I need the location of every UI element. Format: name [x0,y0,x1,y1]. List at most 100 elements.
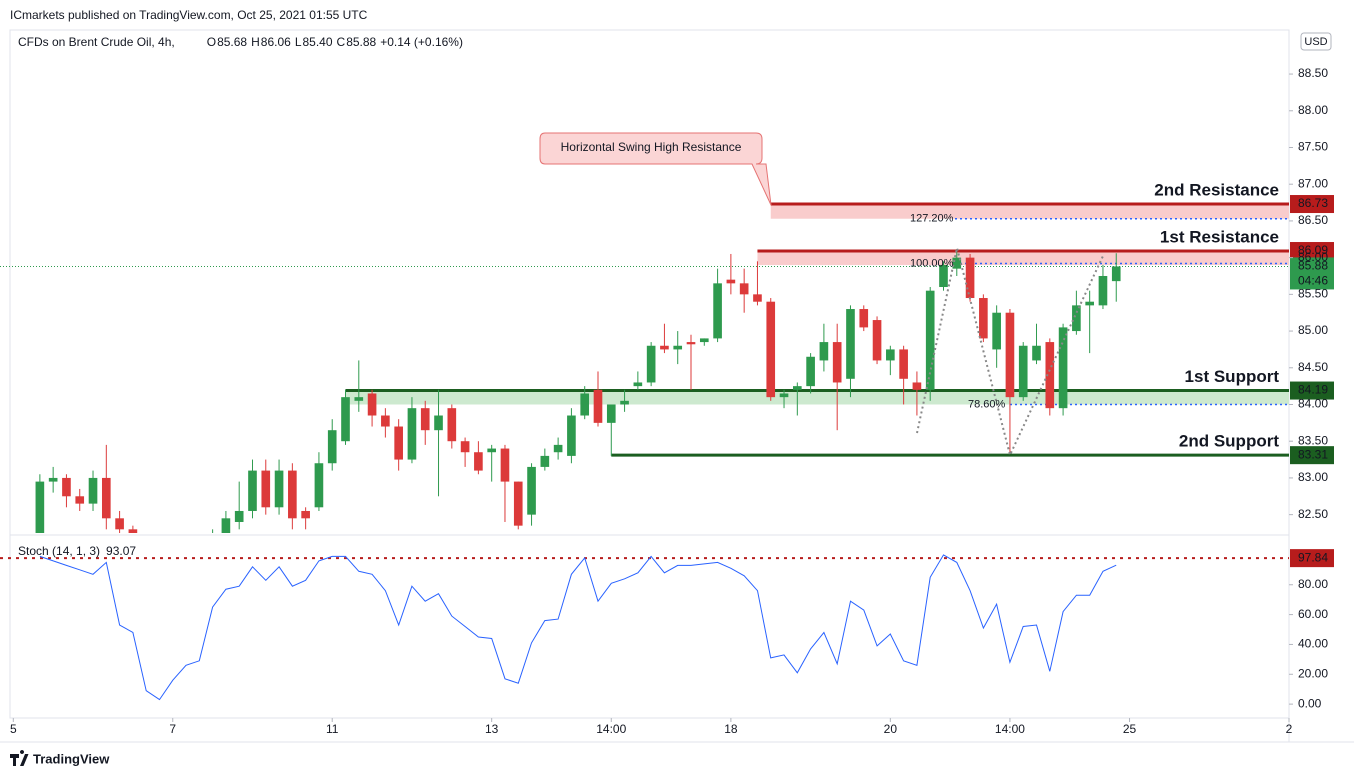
callout-text: Horizontal Swing High Resistance [561,140,742,154]
candle-body [341,397,350,442]
footer-brand: TradingView [33,751,110,766]
currency-badge [1300,32,1332,51]
level-name: 1st Resistance [1160,228,1279,247]
y-tick-label: 86.50 [1298,213,1328,227]
x-tick-label: 7 [169,722,176,736]
legend-title: CFDs on Brent Crude Oil, 4h, [18,35,175,49]
countdown: 04:46 [1298,274,1328,288]
candle-body [1098,275,1108,306]
stoch-line [39,554,1117,701]
candle-body [274,470,284,508]
candle-body [234,510,244,522]
candle-body [606,404,616,423]
candle-body [620,400,629,405]
candle-body [1032,345,1041,361]
candle-body [806,356,815,387]
candle-body [301,510,310,519]
candle-body [367,393,377,416]
candle-body [115,518,124,530]
level-name: 2nd Resistance [1154,181,1279,200]
candle-body [527,466,536,515]
candle-body [992,312,1001,350]
candle-body [513,481,523,526]
candle-body [832,342,842,383]
x-tick-label: 5 [10,722,17,736]
y-tick-label: 87.00 [1298,176,1328,190]
candle-body [567,415,576,456]
level-zone [345,390,1289,405]
candle-body [434,415,443,431]
callout-box [539,132,772,206]
candle-body [739,283,749,295]
level-zone [770,204,1289,219]
candle-body [660,345,669,350]
legend-change: +0.14 (+0.16%) [380,35,463,49]
x-tick-label: 2 [1286,722,1293,736]
y-tick-label: 85.50 [1298,287,1328,301]
candle-body [713,283,722,339]
fib-label: 78.60% [968,398,1006,410]
candle-body [819,342,829,361]
legend-key: L [295,35,302,49]
stoch-tick-label: 80.00 [1298,577,1328,591]
published-line: ICmarkets published on TradingView.com, … [10,8,368,22]
candle-body [500,448,510,482]
candle-body [793,386,802,390]
stoch-value: 93.07 [106,544,136,558]
y-tick-label: 85.00 [1298,323,1328,337]
candle-body [1058,327,1068,409]
stoch-tick-label: 20.00 [1298,666,1328,680]
candle-body [394,426,403,460]
candle-body [553,444,563,453]
candle-body [420,408,430,431]
candle-body [939,264,948,288]
x-tick-label: 13 [485,722,499,736]
candle-body [872,320,882,361]
candle-body [474,452,483,471]
legend-value: 85.40 [303,35,333,49]
fib-label: 100.00% [910,257,954,269]
price-pane [0,202,1289,533]
candle-body [686,342,696,345]
candle-body [753,294,762,302]
candle-body [460,441,470,453]
candle-body [1111,266,1121,282]
candle-body [75,496,85,504]
candle-body [979,298,988,339]
candle-body [407,408,417,460]
stoch-tick-label: 40.00 [1298,637,1328,651]
level-price: 86.09 [1298,243,1328,257]
level-price-box [1290,446,1334,465]
logo-icon [10,750,29,766]
overlay: Horizontal Swing High Resistance 2nd Res… [539,132,1334,465]
candle-body [952,257,962,269]
candle-body [673,345,683,350]
candle-body [35,481,45,533]
candle-body [62,477,71,497]
fib-zigzag [916,247,1104,458]
candle-body [48,477,58,482]
level-price: 86.73 [1298,196,1328,210]
candle-body [1072,305,1081,332]
candle-body [221,518,231,533]
legend-key: H [251,35,260,49]
candle-body [381,415,390,427]
currency: USD [1304,36,1327,48]
candle-body [593,389,603,423]
stoch-level-box [1290,549,1334,568]
x-tick-label: 25 [1123,722,1137,736]
candle-body [859,309,869,328]
legend-value: 86.06 [261,35,291,49]
y-tick-label: 83.00 [1298,470,1328,484]
x-tick-label: 11 [326,722,339,736]
candle-body [633,382,643,387]
stoch-name: Stoch (14, 1, 3) [18,544,100,558]
candle-body [447,408,457,442]
candle-body [899,349,908,379]
level-price-box [1290,195,1334,214]
level-price: 83.31 [1298,447,1328,461]
y-tick-label: 82.50 [1298,507,1328,521]
legend-key: O [207,35,216,49]
